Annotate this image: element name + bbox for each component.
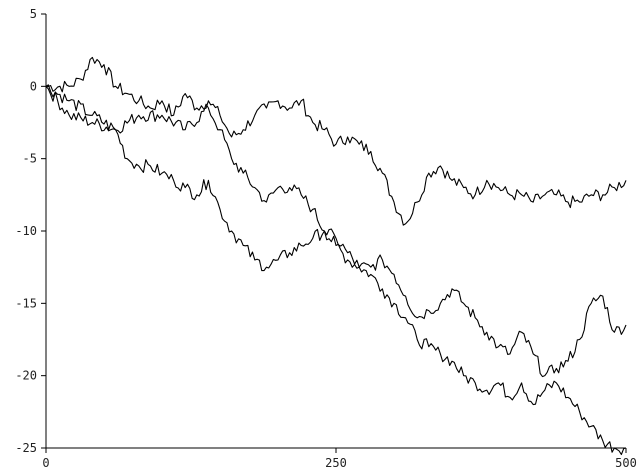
y-tick-label: 0	[30, 79, 37, 93]
axes: 5 0 -5 -10 -15 -20 -25 0 250 500	[15, 7, 637, 470]
y-tick-label: -20	[15, 369, 37, 383]
plot-area	[45, 56, 627, 456]
series-line-2	[45, 85, 627, 456]
x-tick-label: 250	[325, 456, 347, 470]
y-tick-label: -25	[15, 441, 37, 455]
x-tick-label: 500	[615, 456, 637, 470]
y-tick-label: 5	[30, 7, 37, 21]
x-tick-label: 0	[42, 456, 49, 470]
y-tick-label: -10	[15, 224, 37, 238]
series-line-3	[45, 84, 627, 378]
y-tick-label: -5	[23, 152, 37, 166]
y-tick-label: -15	[15, 296, 37, 310]
series-line-1	[45, 56, 627, 226]
